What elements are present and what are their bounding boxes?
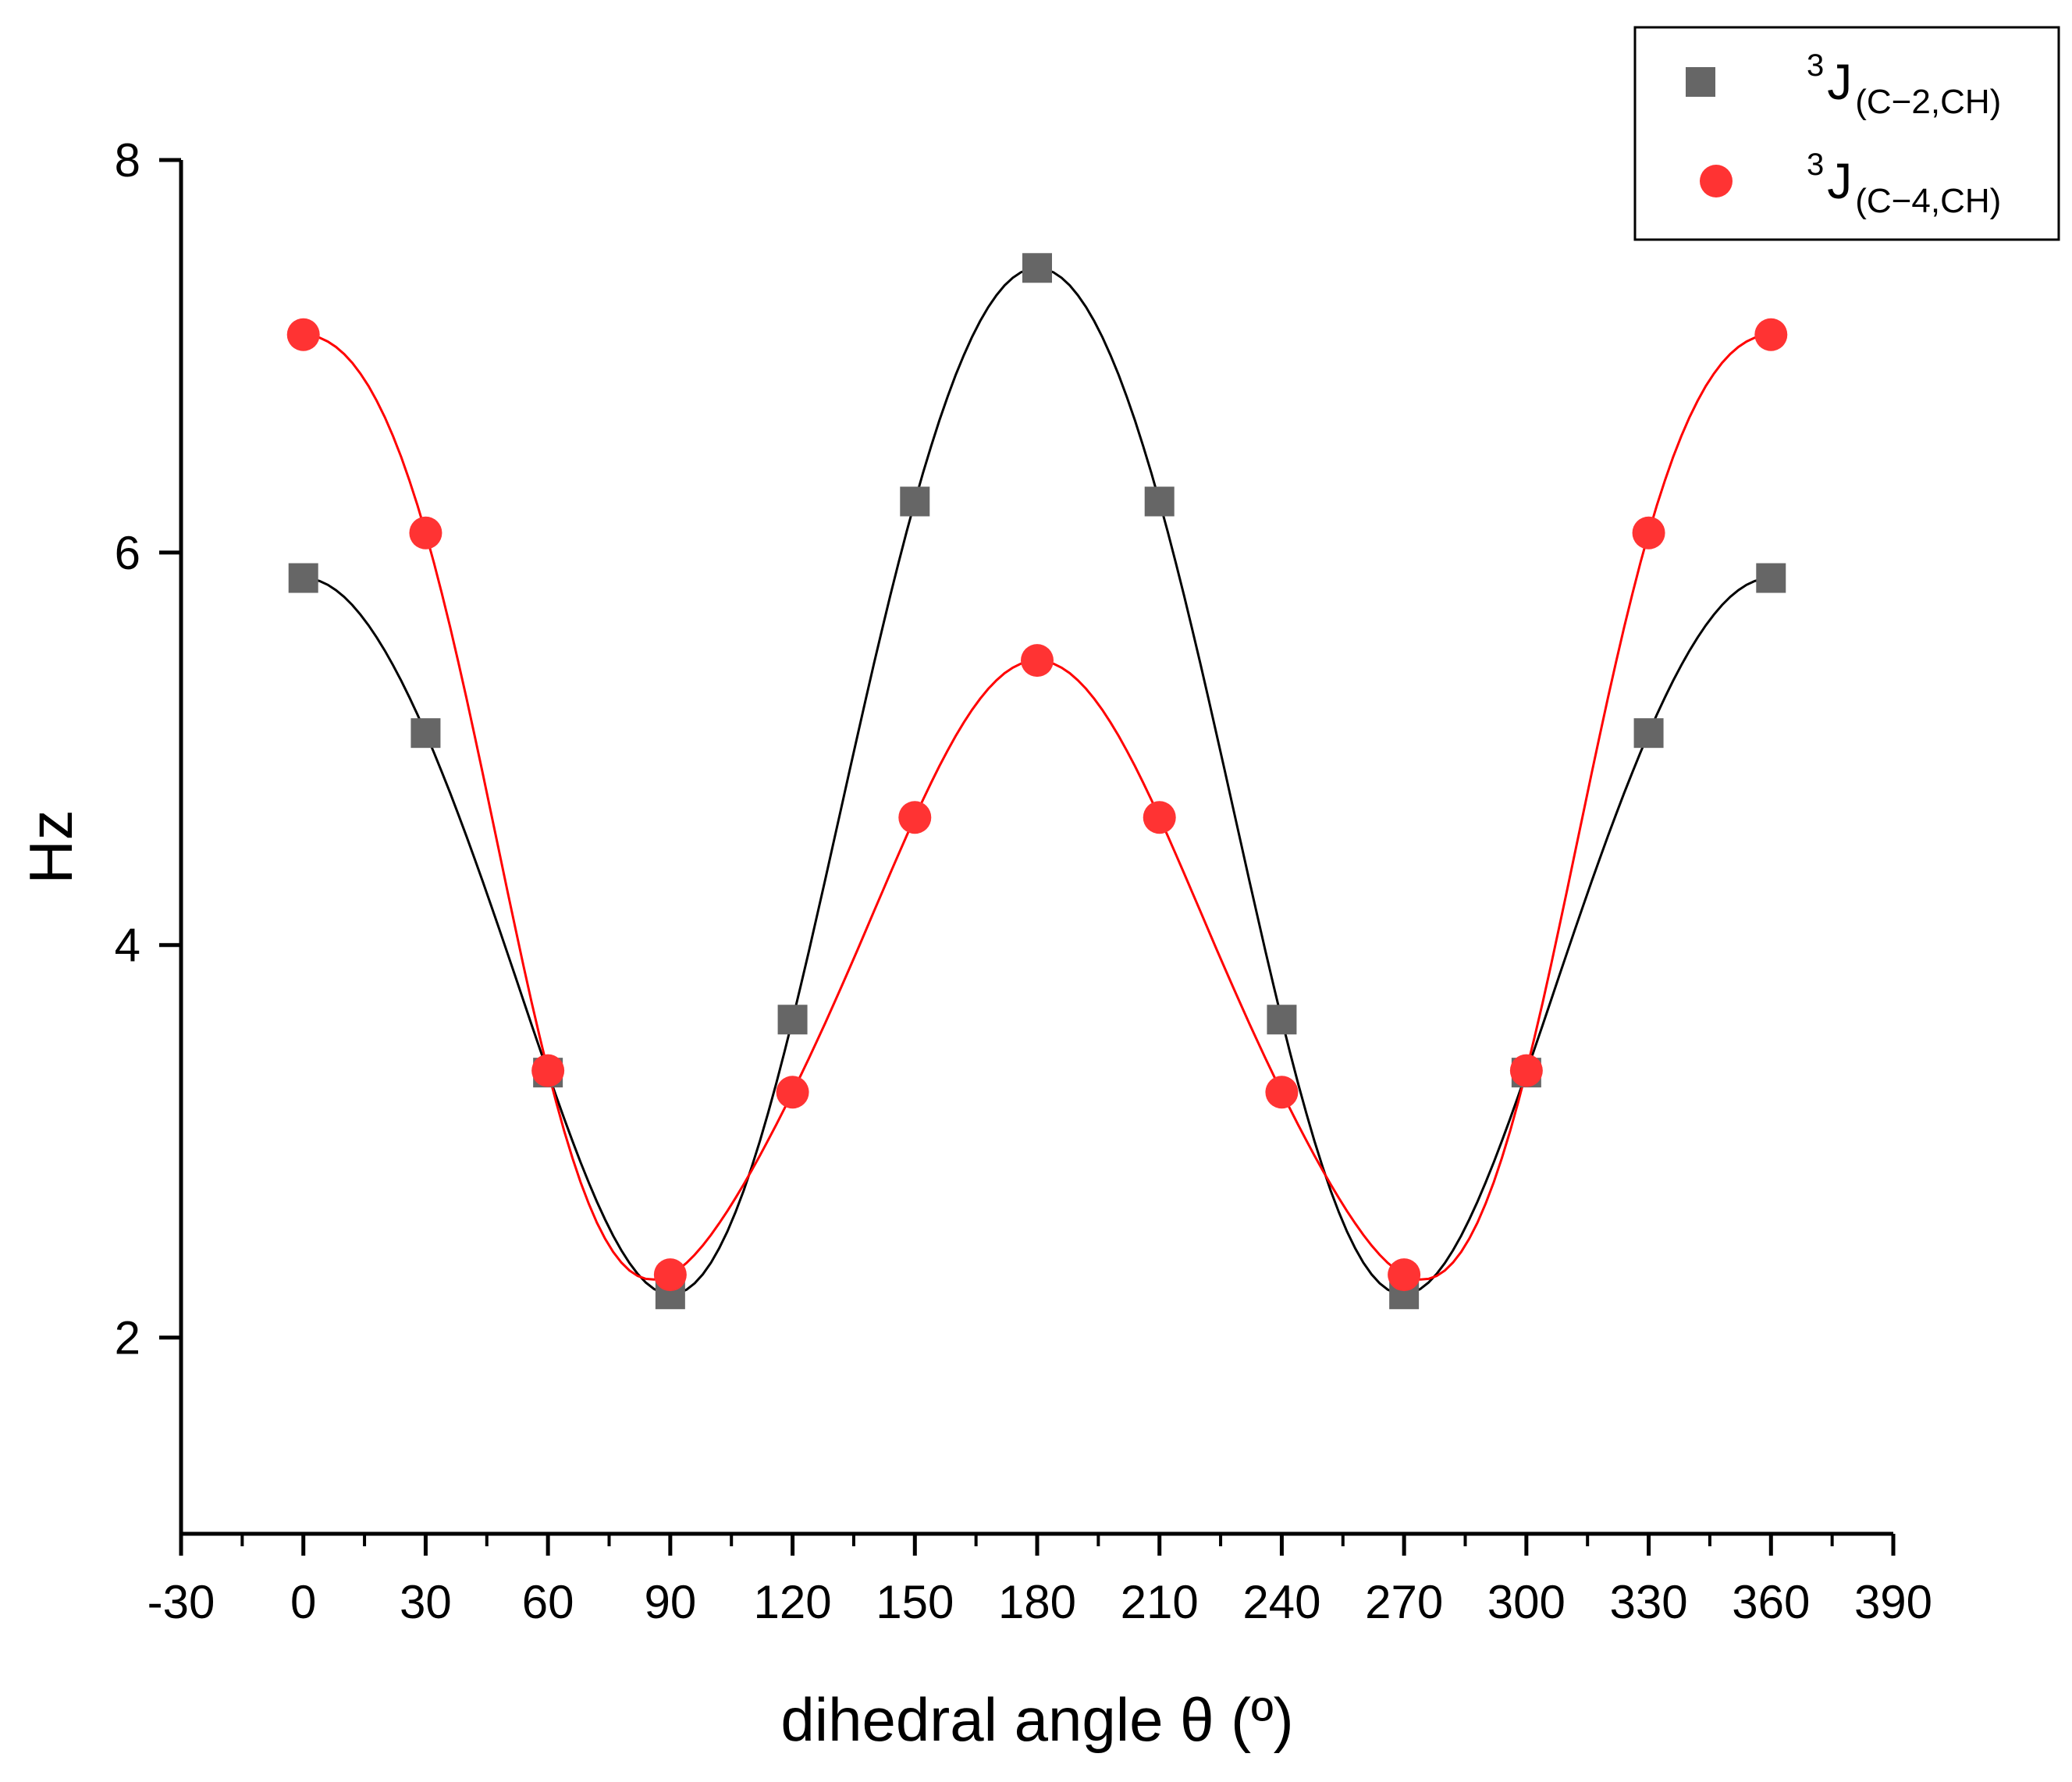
data-point-series-1 [777, 1005, 808, 1035]
legend-box [1633, 26, 2060, 241]
data-point-series-2 [898, 801, 932, 834]
data-point-series-2 [1632, 516, 1665, 550]
x-tick-label: 300 [1487, 1576, 1566, 1628]
data-point-series-2 [1754, 318, 1788, 351]
x-tick-label: 330 [1610, 1576, 1688, 1628]
x-axis-title: dihedral angle θ (º) [780, 1685, 1293, 1754]
data-point-series-2 [286, 318, 320, 351]
data-point-series-1 [1267, 1005, 1297, 1035]
legend-label-series-1: 3J(C−2,CH) [1807, 48, 2001, 121]
ticks: -30 0 30 60 90 120 150 180 210 240 270 300 330 360 390… [115, 134, 1932, 1628]
x-tick-label: 120 [754, 1576, 832, 1628]
x-tick-label: 240 [1242, 1576, 1320, 1628]
x-tick-label: 150 [876, 1576, 954, 1628]
fit-line-series-2 [303, 333, 1772, 1281]
legend-marker-series-2 [1700, 165, 1733, 197]
x-tick-label: 0 [290, 1576, 316, 1628]
legend-label-series-2: 3J(C−4,CH) [1807, 148, 2001, 220]
x-tick-label: 180 [998, 1576, 1076, 1628]
data-point-series-2 [653, 1258, 687, 1292]
legend-marker-series-1 [1686, 67, 1715, 97]
fit-curves [303, 266, 1772, 1296]
data-point-series-1 [410, 718, 441, 749]
data-point-series-1 [1756, 563, 1786, 593]
data-point-series-2 [1509, 1054, 1543, 1087]
legend: 3J(C−2,CH) 3J(C−4,CH) [1633, 26, 2060, 241]
data-point-series-2 [1143, 801, 1176, 834]
x-tick-label: 390 [1854, 1576, 1932, 1628]
data-point-series-2 [1021, 644, 1054, 678]
fit-line-series-1 [303, 266, 1772, 1296]
data-point-series-1 [1633, 718, 1664, 749]
y-tick-label: 8 [115, 134, 140, 187]
data-point-series-2 [531, 1054, 565, 1087]
x-tick-label: 30 [400, 1576, 452, 1628]
y-axis-title: Hz [16, 809, 85, 884]
x-tick-label: 90 [644, 1576, 696, 1628]
data-markers [286, 253, 1788, 1310]
data-point-series-2 [409, 516, 442, 550]
data-point-series-1 [288, 563, 318, 593]
axes [179, 160, 1893, 1536]
data-point-series-1 [1022, 253, 1052, 283]
y-tick-label: 4 [115, 919, 140, 972]
data-point-series-2 [776, 1076, 809, 1109]
x-tick-label: 60 [522, 1576, 574, 1628]
data-point-series-1 [1144, 486, 1175, 517]
x-tick-label: -30 [147, 1576, 215, 1628]
x-tick-label: 270 [1365, 1576, 1443, 1628]
y-tick-label: 2 [115, 1312, 140, 1364]
x-tick-label: 210 [1121, 1576, 1199, 1628]
data-point-series-2 [1265, 1076, 1299, 1109]
data-point-series-2 [1388, 1258, 1421, 1292]
data-point-series-1 [900, 486, 930, 517]
x-tick-label: 360 [1732, 1576, 1810, 1628]
y-tick-label: 6 [115, 527, 140, 579]
